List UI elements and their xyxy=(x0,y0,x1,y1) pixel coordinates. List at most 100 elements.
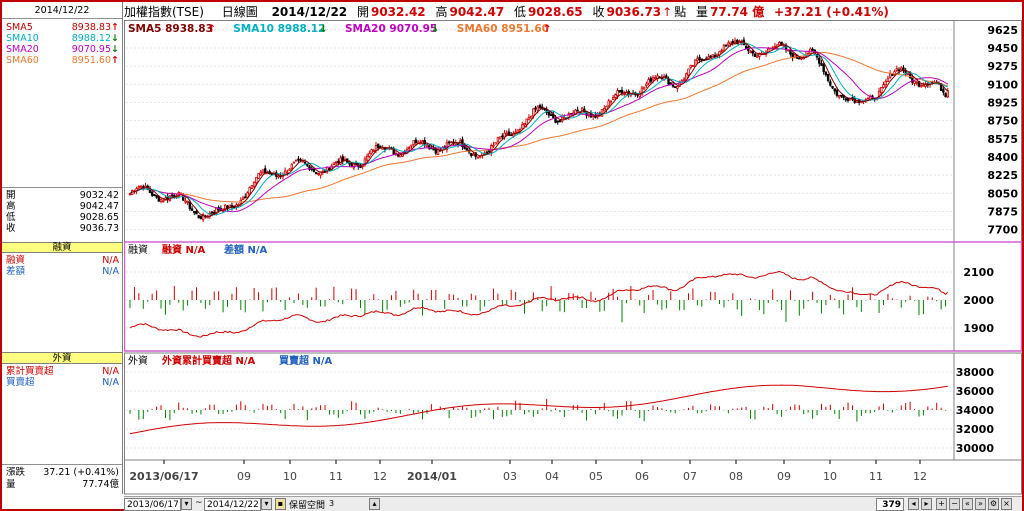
chart-canvas[interactable]: 7700 7875 8050 8225 8400 8575 8750 8925 9100 9275… xyxy=(124,20,1022,495)
candle-body xyxy=(826,74,830,81)
candle-body xyxy=(139,185,143,188)
volume-label: 量 xyxy=(696,5,709,19)
margin-legend-0: 融資 xyxy=(128,244,148,256)
candle-body xyxy=(607,100,610,107)
scroll-right-icon[interactable]: ▸ xyxy=(921,498,932,510)
candle-body xyxy=(494,142,497,145)
x-axis-area xyxy=(124,459,1022,495)
y-tick-label: 7700 xyxy=(987,224,1018,237)
range-toolbar: 2013/06/17 ▾ ~ 2014/12/22 ▾ ▪ 保留空間 3 ▴ 3… xyxy=(124,496,1022,511)
zoom-in-icon[interactable]: + xyxy=(936,498,947,510)
candle-body xyxy=(640,87,644,96)
margin-balance-line xyxy=(129,270,949,338)
y-tick-label: 9450 xyxy=(987,42,1018,55)
candle-body xyxy=(159,199,163,202)
end-date-dropdown-icon[interactable]: ▾ xyxy=(261,498,272,510)
zoom-out-icon[interactable]: − xyxy=(949,498,960,510)
y-tick-label: 7875 xyxy=(987,205,1018,218)
candle-body xyxy=(722,44,726,52)
ohlc-row: 高 9042.47 xyxy=(6,201,119,212)
scroll-left-icon[interactable]: ◂ xyxy=(908,498,919,510)
candle-body xyxy=(370,149,373,154)
candle-body xyxy=(919,84,923,87)
legend-sma5: SMA5 8938.83 xyxy=(128,23,213,35)
low-label: 低 xyxy=(513,5,526,19)
candle-body xyxy=(470,152,473,156)
x-tick-label: 08 xyxy=(729,470,743,483)
candle-body xyxy=(505,132,508,135)
settings-icon[interactable]: ⚙ xyxy=(988,498,999,510)
spin-icon[interactable]: ▴ xyxy=(369,498,380,510)
candle-body xyxy=(729,41,732,45)
candle-body xyxy=(213,212,216,214)
candle-body xyxy=(560,116,564,122)
row-value: 9070.95↓ xyxy=(71,44,119,55)
x-tick-label: 06 xyxy=(635,470,649,483)
candle-body xyxy=(696,58,699,61)
candle-body xyxy=(334,161,338,164)
y-tick-label: 8050 xyxy=(987,187,1018,200)
candle-body xyxy=(295,159,298,162)
period-label: 日線圖 xyxy=(221,5,258,19)
candle-body xyxy=(301,160,305,163)
candle-body xyxy=(922,84,925,87)
legend-sma60: SMA60 8951.60 xyxy=(457,23,549,35)
candle-body xyxy=(137,186,141,189)
candle-body xyxy=(255,176,258,184)
last-bar-icon[interactable]: » xyxy=(975,498,986,510)
candle-body xyxy=(332,162,336,166)
left-date: 2014/12/22 xyxy=(34,5,90,16)
candle-body xyxy=(472,153,475,156)
save-icon[interactable]: ▪ xyxy=(275,498,286,510)
candle-body xyxy=(224,204,227,210)
start-date-field[interactable]: 2013/06/17 xyxy=(124,498,181,511)
keep-space-input[interactable]: 3 xyxy=(327,498,369,511)
foreign-section-title: 外資 xyxy=(2,352,122,364)
row-value: 8951.60↑ xyxy=(71,55,119,66)
candle-body xyxy=(942,89,945,93)
foreign-legend-2: 買賣超 N/A xyxy=(279,354,333,367)
candle-body xyxy=(840,94,843,97)
change-value: +37.21 (+0.41%) xyxy=(774,5,889,19)
row-value: 8988.12↓ xyxy=(71,33,119,44)
candle-body xyxy=(888,73,892,78)
candle-body xyxy=(649,77,653,82)
candle-body xyxy=(527,117,531,121)
y-tick-label: 34000 xyxy=(956,404,995,417)
candle-body xyxy=(314,172,318,175)
candle-body xyxy=(603,107,606,112)
candle-body xyxy=(711,54,715,57)
candle-body xyxy=(501,135,504,138)
candle-body xyxy=(532,108,535,117)
left-change-row: 漲跌 37.21 (+0.41%) xyxy=(6,467,119,478)
y-tick-label: 2100 xyxy=(963,266,994,279)
margin-row: 差額 N/A xyxy=(6,266,119,277)
candle-body xyxy=(915,81,918,84)
quote-header: 加權指數(TSE) 日線圖 2014/12/22 開 9032.42 高 9042.… xyxy=(124,4,1022,20)
candle-body xyxy=(554,117,557,123)
x-tick-label: 07 xyxy=(683,470,697,483)
first-bar-icon[interactable]: « xyxy=(962,498,973,510)
x-tick-label: 12 xyxy=(373,470,387,483)
close-icon[interactable]: × xyxy=(1001,498,1012,510)
candle-body xyxy=(600,109,604,117)
sma20-line xyxy=(129,47,949,213)
candle-body xyxy=(835,89,839,96)
instrument-title: 加權指數(TSE) xyxy=(124,5,204,19)
candle-body xyxy=(410,144,413,147)
candle-body xyxy=(780,41,783,45)
candle-body xyxy=(190,208,194,211)
candle-body xyxy=(297,158,300,161)
candle-body xyxy=(210,211,214,214)
row-value: N/A xyxy=(102,255,119,266)
candle-body xyxy=(270,173,274,176)
end-date-field[interactable]: 2014/12/22 xyxy=(204,498,261,511)
y-tick-label: 8925 xyxy=(987,96,1018,109)
candle-body xyxy=(802,57,805,60)
candle-body xyxy=(811,48,814,51)
x-tick-label: 11 xyxy=(329,470,343,483)
row-value: N/A xyxy=(102,266,119,277)
start-date-dropdown-icon[interactable]: ▾ xyxy=(181,498,192,510)
candle-body xyxy=(789,49,792,55)
candle-body xyxy=(556,120,559,123)
